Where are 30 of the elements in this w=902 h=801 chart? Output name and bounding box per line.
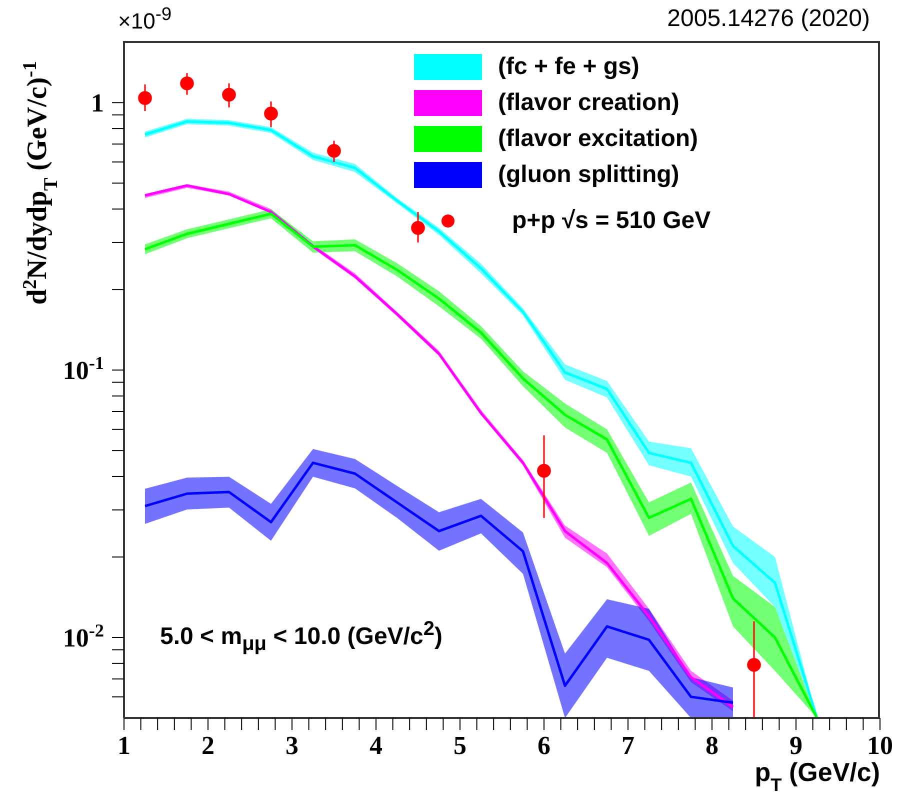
text: ×10$^{-9}$ bbox=[118, 3, 172, 34]
point bbox=[537, 464, 551, 478]
legend-label: (flavor excitation) bbox=[498, 125, 698, 153]
annotation: 5.0 < m$_{μμ}$ < 10.0 (GeV/c$^{2}$) bbox=[160, 618, 442, 656]
x-tick-label: 10 bbox=[867, 731, 893, 760]
point bbox=[747, 658, 761, 672]
x-axis-title: p$_{T}$ (GeV/c) bbox=[754, 757, 880, 795]
point bbox=[138, 91, 152, 105]
y-tick-label: 1 bbox=[91, 88, 104, 118]
x-tick-label: 2 bbox=[202, 731, 214, 760]
y-tick-label: 10$^{-1}$ bbox=[62, 353, 104, 386]
legend-label: (gluon splitting) bbox=[498, 161, 680, 189]
y-tick-label: 10$^{-2}$ bbox=[62, 620, 104, 652]
point bbox=[411, 221, 425, 235]
point bbox=[327, 144, 341, 158]
x-tick-label: 8 bbox=[706, 731, 718, 760]
legend-label: p+p √s = 510 GeV bbox=[512, 207, 711, 235]
text: 2005.14276 (2020) bbox=[667, 5, 870, 33]
x-tick-label: 6 bbox=[538, 731, 550, 760]
x-tick-label: 9 bbox=[790, 731, 802, 760]
x-tick-label: 7 bbox=[622, 731, 634, 760]
legend-label: (fc + fe + gs) bbox=[498, 53, 640, 81]
point bbox=[180, 76, 194, 90]
x-tick-label: 1 bbox=[118, 731, 130, 760]
point bbox=[264, 106, 278, 120]
x-tick-label: 5 bbox=[454, 731, 466, 760]
point bbox=[222, 88, 236, 102]
legend-label: (flavor creation) bbox=[498, 89, 680, 117]
x-tick-label: 3 bbox=[286, 731, 298, 760]
x-tick-label: 4 bbox=[370, 731, 382, 760]
